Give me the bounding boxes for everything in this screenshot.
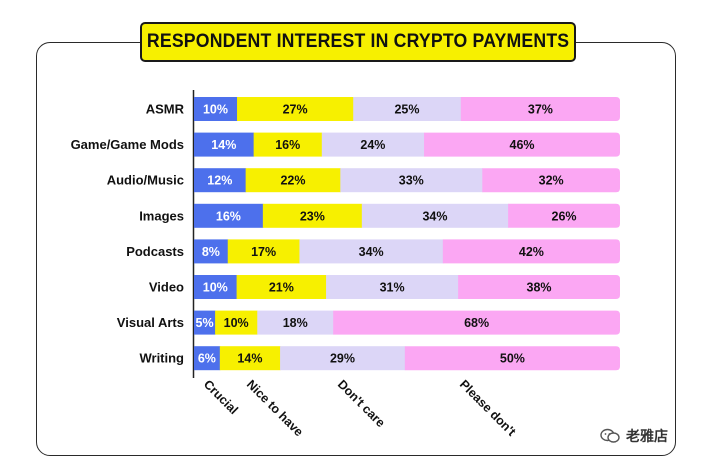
bar-segment: [245, 168, 341, 193]
data-label: 17%: [251, 245, 276, 259]
category-label: Podcasts: [126, 244, 184, 259]
bar-segment: [262, 203, 363, 228]
bar-segment: [404, 346, 620, 371]
bar-segment: [299, 239, 444, 264]
bar-segment: [194, 275, 238, 299]
data-label: 6%: [198, 352, 216, 366]
legend-label: Crucial: [201, 377, 241, 417]
bar-segment: [194, 346, 221, 371]
data-label: 10%: [203, 103, 228, 117]
category-label: Game/Game Mods: [71, 137, 184, 152]
data-label: 23%: [300, 209, 325, 223]
bar-segment: [458, 275, 620, 299]
watermark-text: 老雅店: [626, 429, 668, 445]
category-label: Writing: [139, 351, 184, 366]
data-label: 25%: [394, 103, 419, 117]
data-label: 24%: [360, 138, 385, 152]
bar-segment: [194, 310, 216, 335]
data-label: 16%: [216, 209, 241, 223]
data-label: 18%: [283, 316, 308, 330]
data-label: 21%: [269, 281, 294, 295]
bar-segment: [257, 310, 334, 335]
data-label: 27%: [283, 103, 308, 117]
bar-segment: [508, 203, 620, 228]
bar-segment: [194, 132, 255, 157]
bar-segment: [194, 168, 247, 193]
category-label: Audio/Music: [107, 173, 184, 188]
legend-label: Don't care: [335, 377, 388, 430]
watermark: 老雅店: [600, 426, 668, 446]
data-label: 10%: [224, 316, 249, 330]
bar-segment: [340, 168, 483, 193]
bar-segment: [460, 97, 620, 121]
bar-segment: [236, 275, 327, 299]
category-label: Visual Arts: [117, 315, 184, 330]
bar-segment: [482, 168, 620, 193]
data-label: 32%: [539, 174, 564, 188]
bar-segment: [280, 346, 406, 371]
data-label: 5%: [196, 316, 214, 330]
data-label: 16%: [275, 138, 300, 152]
data-label: 31%: [380, 281, 405, 295]
data-label: 42%: [519, 245, 544, 259]
data-label: 33%: [399, 174, 424, 188]
bar-segment: [194, 203, 264, 228]
data-label: 50%: [500, 352, 525, 366]
data-label: 38%: [527, 281, 552, 295]
bar-segment: [194, 97, 238, 121]
chat-bubbles-icon: [600, 428, 620, 443]
data-label: 10%: [203, 281, 228, 295]
data-label: 29%: [330, 352, 355, 366]
data-label: 68%: [464, 316, 489, 330]
bar-segment: [194, 239, 229, 264]
data-label: 14%: [237, 352, 262, 366]
bar-segment: [353, 97, 462, 121]
bar-segment: [219, 346, 281, 371]
legend-label: Nice to have: [244, 377, 306, 439]
bar-segment: [237, 97, 354, 121]
category-label: Video: [149, 280, 184, 295]
bar-segment: [333, 310, 620, 335]
bar-segment: [253, 132, 323, 157]
category-label: Images: [139, 208, 184, 223]
data-label: 34%: [422, 209, 447, 223]
data-label: 46%: [510, 138, 535, 152]
category-label: ASMR: [146, 102, 185, 117]
chart-title: RESPONDENT INTEREST IN CRYPTO PAYMENTS: [146, 31, 570, 52]
bar-segment: [215, 310, 258, 335]
data-label: 34%: [359, 245, 384, 259]
data-label: 14%: [211, 138, 236, 152]
bar-segment: [361, 203, 509, 228]
data-label: 37%: [528, 103, 553, 117]
legend-label: Please don't: [457, 377, 519, 439]
chart-title-box: RESPONDENT INTEREST IN CRYPTO PAYMENTS: [140, 22, 576, 62]
bar-segment: [227, 239, 300, 264]
bar-segment: [442, 239, 620, 264]
bar-segment: [321, 132, 425, 157]
bar-segment: [326, 275, 459, 299]
data-label: 26%: [552, 209, 577, 223]
data-label: 8%: [202, 245, 220, 259]
data-label: 12%: [207, 174, 232, 188]
bar-segment: [424, 132, 620, 157]
data-label: 22%: [280, 174, 305, 188]
